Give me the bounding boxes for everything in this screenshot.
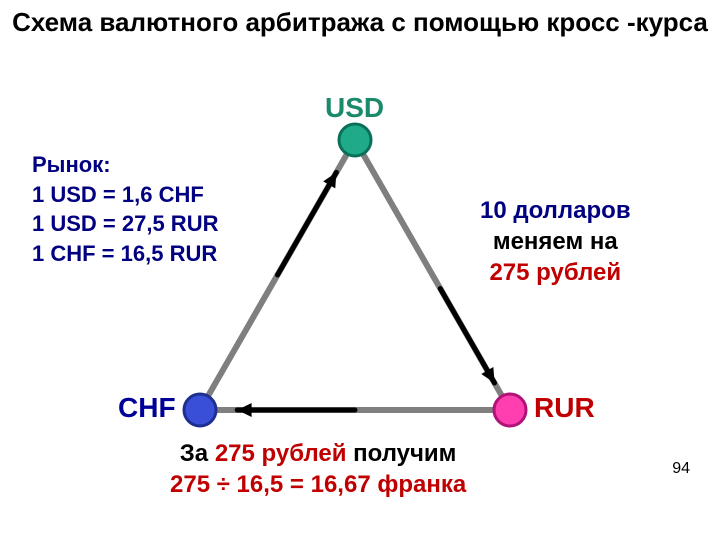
market-rates: Рынок: 1 USD = 1,6 CHF 1 USD = 27,5 RUR … (32, 150, 218, 269)
exchange-right: 10 долларовменяем на275 рублей (480, 195, 631, 289)
bottom-calc: За 275 рублей получим275 ÷ 16,5 = 16,67 … (170, 438, 466, 500)
chf-label: CHF (118, 392, 176, 424)
page-number: 94 (672, 460, 690, 478)
usd-label: USD (325, 92, 384, 124)
rur-label: RUR (534, 392, 595, 424)
